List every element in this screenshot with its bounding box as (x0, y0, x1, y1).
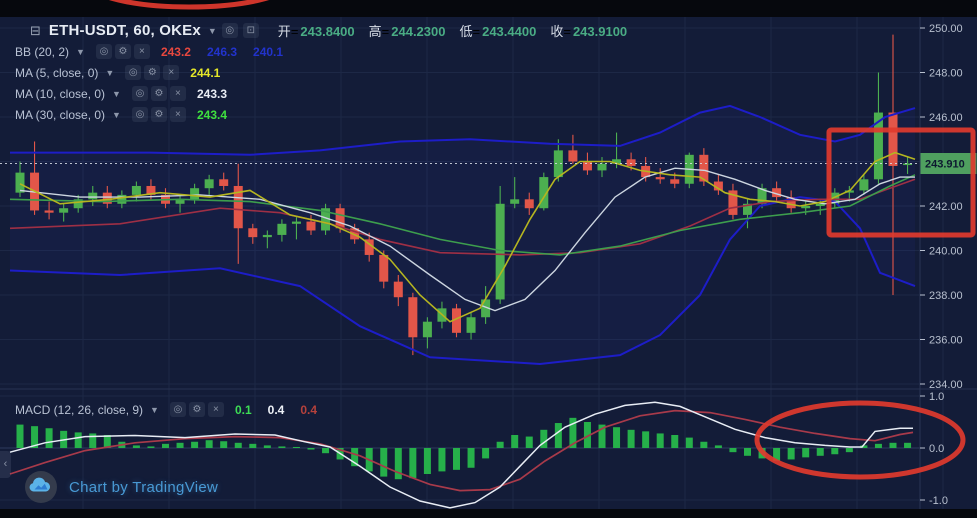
svg-text:-1.0: -1.0 (929, 495, 948, 507)
attribution-link[interactable]: Chart by TradingView (69, 478, 219, 496)
close-value: 243.9100 (572, 24, 628, 39)
close-label: 收 (550, 24, 564, 39)
settings-gear-icon[interactable]: ⚙ (188, 402, 205, 417)
indicator-row-macd[interactable]: MACD (12, 26, close, 9) ▼ ◎ ⚙ × 0.1 0.4 … (15, 402, 317, 417)
ma5-value: 244.1 (190, 65, 221, 80)
svg-text:243.910: 243.910 (925, 159, 965, 171)
last-price-label: 243.910 (920, 153, 977, 175)
ma10-label[interactable]: MA (10, close, 0) (15, 86, 106, 101)
settings-gear-icon[interactable]: ⚙ (150, 86, 167, 101)
settings-gear-icon[interactable]: ⚙ (150, 107, 167, 122)
ma5-label[interactable]: MA (5, close, 0) (15, 65, 99, 80)
indicator-row-ma5[interactable]: MA (5, close, 0) ▼ ◎ ⚙ × 244.1 (15, 65, 220, 80)
ohlc-readout: 开= 243.8400 高= 244.2300 低= 243.4400 收= 243.9… (277, 24, 628, 39)
macd-signal-value: 0.4 (300, 402, 318, 417)
tradingview-attribution[interactable]: Chart by TradingView (24, 470, 218, 504)
svg-text:238.00: 238.00 (929, 290, 963, 302)
chevron-down-icon[interactable]: ▼ (76, 46, 85, 57)
eye-icon[interactable]: ◎ (169, 402, 186, 417)
price-axis[interactable]: 250.00 248.00 246.00 242.00 240.00 238.00 236.… (920, 23, 963, 507)
svg-text:248.00: 248.00 (929, 68, 963, 80)
eye-icon[interactable]: ◎ (131, 86, 148, 101)
delete-icon[interactable]: × (169, 86, 186, 101)
delete-icon[interactable]: × (163, 65, 180, 80)
delete-icon[interactable]: × (207, 402, 224, 417)
settings-gear-icon[interactable]: ⚙ (144, 65, 161, 80)
low-value: 243.4400 (482, 24, 537, 39)
camera-icon[interactable]: ⊡ (242, 23, 259, 38)
delete-icon[interactable]: × (133, 44, 150, 59)
indicator-row-ma30[interactable]: MA (30, close, 0) ▼ ◎ ⚙ × 243.4 (15, 107, 227, 122)
high-label: 高 (368, 24, 382, 39)
svg-text:0.0: 0.0 (929, 443, 944, 455)
macd-histogram-value: 0.1 (234, 402, 252, 417)
bb-lower-value: 240.1 (253, 44, 284, 59)
indicator-row-ma10[interactable]: MA (10, close, 0) ▼ ◎ ⚙ × 243.3 (15, 86, 227, 101)
svg-text:1.0: 1.0 (929, 391, 944, 403)
low-label: 低 (459, 24, 473, 39)
svg-text:246.00: 246.00 (929, 112, 963, 124)
macd-label[interactable]: MACD (12, 26, close, 9) (15, 402, 144, 417)
symbol-legend-row[interactable]: ⊟ ETH-USDT, 60, OKEx ▼ ◎ ⊡ 开= 243.8400 高=… (30, 21, 627, 40)
ma5-line (19, 151, 916, 323)
bb-label[interactable]: BB (20, 2) (15, 44, 70, 59)
ma10-value: 243.3 (196, 86, 227, 101)
delete-icon[interactable]: × (169, 107, 186, 122)
ma30-value: 243.4 (196, 107, 227, 122)
svg-text:250.00: 250.00 (929, 23, 963, 35)
price-pane (0, 34, 920, 366)
eye-icon[interactable]: ◎ (95, 44, 112, 59)
high-value: 244.2300 (391, 24, 446, 39)
bb-basis-value: 243.2 (160, 44, 191, 59)
chevron-down-icon[interactable]: ▼ (112, 109, 121, 120)
svg-text:242.00: 242.00 (929, 201, 963, 213)
svg-text:234.00: 234.00 (929, 379, 963, 391)
pane-collapse-handle[interactable]: ‹ (0, 451, 11, 478)
indicator-row-bb[interactable]: BB (20, 2) ▼ ◎ ⚙ × 243.2 246.3 240.1 (15, 44, 283, 59)
settings-gear-icon[interactable]: ⚙ (114, 44, 131, 59)
chevron-down-icon[interactable]: ▼ (105, 67, 115, 78)
bb-upper-value: 246.3 (206, 44, 238, 59)
tradingview-cloud-logo[interactable] (24, 470, 58, 504)
chevron-down-icon[interactable]: ▼ (112, 88, 121, 99)
collapse-panel-icon[interactable]: ⊟ (30, 22, 41, 38)
chevron-down-icon[interactable]: ▼ (150, 404, 159, 415)
ma30-label[interactable]: MA (30, close, 0) (15, 107, 106, 122)
eye-icon[interactable]: ◎ (125, 65, 142, 80)
eye-icon[interactable]: ◎ (131, 107, 148, 122)
symbol-title[interactable]: ETH-USDT, 60, OKEx (48, 22, 201, 39)
macd-line-value: 0.4 (267, 402, 285, 417)
chevron-down-icon[interactable]: ▼ (207, 25, 217, 36)
svg-text:236.00: 236.00 (929, 335, 963, 347)
open-label: 开 (277, 24, 291, 39)
open-value: 243.8400 (300, 24, 355, 39)
svg-text:240.00: 240.00 (929, 246, 963, 258)
ma30-line (9, 174, 916, 256)
eye-icon[interactable]: ◎ (221, 23, 238, 38)
